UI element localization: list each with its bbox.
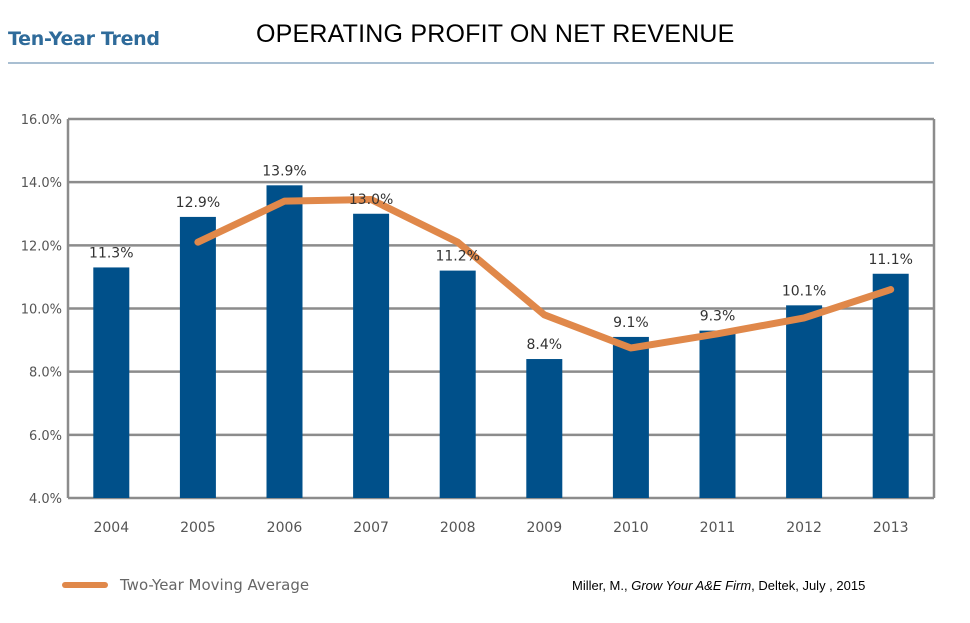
data-label: 11.3% (89, 245, 133, 261)
y-tick-label: 8.0% (29, 366, 62, 381)
brand-label: Ten-Year Trend (8, 28, 160, 50)
chart-title: OPERATING PROFIT ON NET REVENUE (256, 20, 735, 48)
data-label: 8.4% (527, 337, 563, 353)
bar (439, 270, 476, 498)
data-label: 12.9% (176, 195, 220, 211)
bar (93, 267, 130, 498)
header-divider (8, 62, 934, 64)
citation: Miller, M., Grow Your A&E Firm, Deltek, … (572, 578, 865, 593)
bar (353, 213, 390, 498)
x-tick-label: 2006 (267, 520, 303, 536)
x-tick-label: 2008 (440, 520, 476, 536)
bar (699, 330, 736, 498)
legend-line-swatch (62, 582, 108, 588)
moving-average-series-line (194, 196, 895, 352)
citation-publisher: , Deltek, July , 2015 (751, 578, 866, 593)
moving-average-line (194, 196, 895, 352)
x-axis-ticks: 2004 2005 2006 2007 2008 2009 2010 2011 2012 2013 (93, 520, 908, 536)
data-labels: 11.3% 12.9% 13.9% 13.0% 11.2% 8.4% 9.1% 9.3% 10.… (89, 163, 913, 353)
x-tick-label: 2004 (93, 520, 129, 536)
y-tick-label: 4.0% (29, 492, 62, 507)
x-tick-label: 2013 (873, 520, 909, 536)
bar (786, 305, 823, 498)
legend-label: Two-Year Moving Average (120, 576, 310, 594)
data-label: 13.9% (262, 163, 306, 179)
legend: Two-Year Moving Average (62, 576, 309, 594)
y-tick-label: 6.0% (29, 429, 62, 444)
x-tick-label: 2012 (786, 520, 822, 536)
citation-work: Grow Your A&E Firm (631, 578, 752, 593)
data-label: 9.3% (700, 309, 736, 325)
y-tick-label: 14.0% (21, 176, 62, 191)
x-tick-label: 2011 (700, 520, 736, 536)
data-label: 11.2% (435, 249, 479, 265)
bar (612, 336, 649, 498)
x-tick-label: 2009 (526, 520, 562, 536)
citation-author: Miller, M., (572, 578, 632, 593)
y-tick-label: 16.0% (21, 113, 62, 128)
data-label: 13.0% (349, 192, 393, 208)
bar (179, 216, 216, 499)
x-tick-label: 2005 (180, 520, 216, 536)
data-label: 10.1% (782, 283, 826, 299)
x-tick-label: 2007 (353, 520, 389, 536)
bar (872, 273, 909, 498)
data-label: 9.1% (613, 315, 649, 331)
data-label: 11.1% (868, 252, 912, 268)
bars (93, 185, 909, 499)
y-tick-label: 12.0% (21, 239, 62, 254)
y-axis-ticks: 4.0% 6.0% 8.0% 10.0% 12.0% 14.0% 16.0% (21, 113, 62, 507)
bar (266, 185, 303, 498)
y-tick-label: 10.0% (21, 303, 62, 318)
x-tick-label: 2010 (613, 520, 649, 536)
bar (526, 359, 563, 498)
